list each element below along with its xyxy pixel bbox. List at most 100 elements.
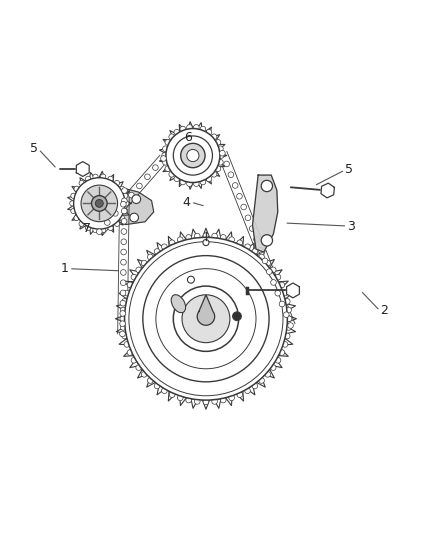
Circle shape — [120, 215, 125, 221]
Circle shape — [174, 176, 180, 182]
Text: 5: 5 — [345, 164, 353, 176]
Circle shape — [79, 221, 84, 227]
Circle shape — [275, 274, 281, 280]
Circle shape — [120, 316, 126, 321]
Circle shape — [284, 298, 290, 304]
Circle shape — [245, 388, 251, 393]
Circle shape — [286, 316, 292, 321]
Circle shape — [120, 186, 125, 191]
Circle shape — [131, 358, 137, 363]
Circle shape — [194, 125, 199, 130]
Circle shape — [275, 290, 281, 296]
Circle shape — [169, 134, 174, 140]
Circle shape — [121, 249, 127, 255]
Circle shape — [113, 211, 118, 216]
Circle shape — [270, 365, 276, 370]
Circle shape — [101, 228, 106, 233]
Circle shape — [95, 199, 103, 207]
Circle shape — [120, 260, 126, 265]
Circle shape — [177, 395, 183, 401]
Circle shape — [67, 171, 132, 236]
Circle shape — [81, 185, 117, 222]
Text: 4: 4 — [183, 196, 191, 208]
Circle shape — [152, 165, 158, 171]
Polygon shape — [321, 183, 334, 198]
Circle shape — [121, 198, 127, 204]
Circle shape — [114, 180, 120, 185]
Circle shape — [252, 249, 258, 254]
Polygon shape — [286, 283, 300, 298]
Circle shape — [162, 244, 167, 249]
Circle shape — [187, 149, 199, 161]
Circle shape — [170, 240, 175, 246]
Circle shape — [162, 159, 168, 165]
Circle shape — [187, 276, 194, 283]
Ellipse shape — [171, 295, 186, 313]
Circle shape — [169, 172, 174, 177]
Circle shape — [141, 372, 147, 377]
Circle shape — [265, 372, 271, 377]
Circle shape — [143, 256, 269, 382]
Circle shape — [186, 235, 191, 240]
Circle shape — [186, 397, 191, 403]
Circle shape — [148, 254, 153, 260]
Circle shape — [166, 128, 220, 182]
Circle shape — [219, 150, 225, 156]
Circle shape — [121, 229, 127, 235]
Circle shape — [162, 388, 167, 393]
Circle shape — [136, 267, 141, 273]
Circle shape — [258, 247, 264, 253]
Circle shape — [148, 378, 153, 383]
Circle shape — [116, 229, 296, 409]
Circle shape — [74, 177, 125, 229]
Circle shape — [120, 311, 126, 316]
Circle shape — [123, 193, 128, 198]
Circle shape — [136, 365, 141, 370]
Circle shape — [203, 399, 209, 405]
Circle shape — [120, 307, 126, 313]
Circle shape — [233, 312, 241, 320]
Circle shape — [212, 233, 217, 239]
Circle shape — [137, 183, 142, 189]
Circle shape — [180, 126, 186, 132]
Circle shape — [283, 312, 289, 318]
Circle shape — [200, 179, 206, 185]
Circle shape — [211, 172, 217, 177]
Circle shape — [181, 143, 205, 168]
Circle shape — [259, 254, 265, 260]
Circle shape — [262, 258, 268, 264]
Circle shape — [162, 152, 167, 158]
Circle shape — [165, 166, 171, 172]
Circle shape — [259, 378, 265, 383]
Circle shape — [131, 274, 137, 280]
Circle shape — [237, 193, 242, 199]
Circle shape — [120, 325, 126, 330]
Circle shape — [245, 244, 251, 249]
Circle shape — [127, 350, 133, 356]
Circle shape — [162, 146, 168, 151]
Circle shape — [128, 192, 134, 198]
Circle shape — [206, 130, 212, 135]
Circle shape — [203, 233, 209, 238]
Circle shape — [121, 208, 127, 214]
Circle shape — [173, 136, 212, 175]
Circle shape — [220, 397, 226, 403]
Circle shape — [275, 358, 281, 363]
Circle shape — [279, 350, 285, 356]
Circle shape — [249, 226, 255, 231]
Polygon shape — [76, 161, 89, 176]
Circle shape — [79, 180, 84, 185]
Circle shape — [70, 201, 75, 206]
Circle shape — [194, 181, 199, 187]
Circle shape — [252, 383, 258, 389]
Circle shape — [261, 235, 272, 246]
Circle shape — [71, 193, 76, 198]
Circle shape — [120, 290, 126, 296]
Circle shape — [286, 325, 291, 330]
Circle shape — [127, 282, 133, 288]
Circle shape — [120, 321, 125, 327]
Circle shape — [141, 260, 147, 266]
Circle shape — [108, 176, 113, 181]
Text: 3: 3 — [347, 220, 355, 232]
Circle shape — [215, 166, 221, 172]
